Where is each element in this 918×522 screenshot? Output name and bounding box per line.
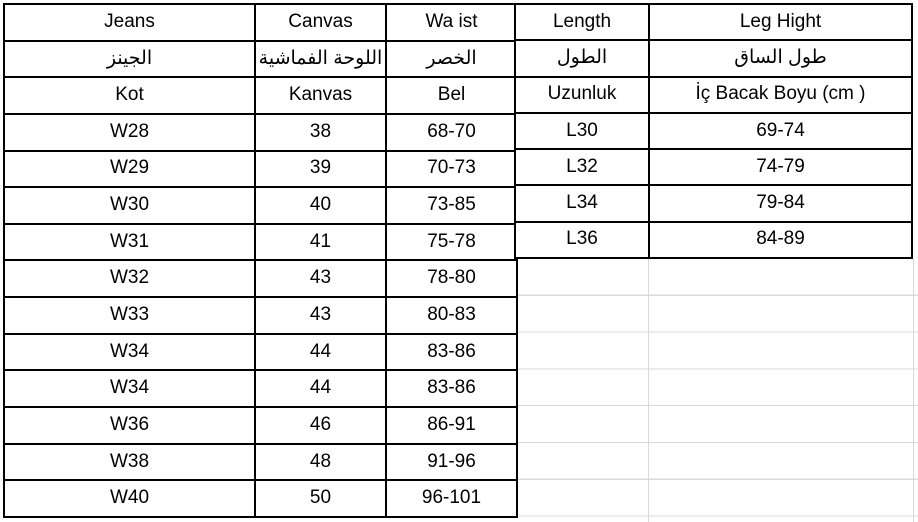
data-cell: L34 <box>514 184 650 223</box>
data-cell: 41 <box>254 222 387 262</box>
table-row: L36 84-89 <box>514 220 913 260</box>
data-cell: W30 <box>3 186 256 225</box>
header-cell: الخصر <box>385 39 518 79</box>
header-cell: Wa ist <box>385 3 518 42</box>
table-row: W33 43 80-83 <box>3 296 518 335</box>
spreadsheet-gridlines <box>514 259 918 522</box>
table-row: W40 50 96-101 <box>3 479 518 518</box>
header-row: Length Leg Hight <box>514 2 913 42</box>
data-cell: 68-70 <box>385 112 518 152</box>
data-cell: 84-89 <box>648 220 913 260</box>
data-cell: L30 <box>514 111 650 151</box>
table-row: L30 69-74 <box>514 111 913 151</box>
header-row: Kot Kanvas Bel <box>3 76 518 115</box>
header-cell: Bel <box>385 76 518 115</box>
table-row: W29 39 70-73 <box>3 149 518 189</box>
table-row: W38 48 91-96 <box>3 442 518 482</box>
data-cell: 83-86 <box>385 369 518 409</box>
data-cell: 86-91 <box>385 406 518 445</box>
table-row: W36 46 86-91 <box>3 406 518 445</box>
data-cell: 70-73 <box>385 149 518 189</box>
data-cell: 91-96 <box>385 442 518 482</box>
header-cell: Canvas <box>254 3 387 42</box>
header-cell: اللوحة الفماشية <box>254 39 387 79</box>
data-cell: L32 <box>514 148 650 187</box>
header-row: Jeans Canvas Wa ist <box>3 3 518 42</box>
data-cell: 46 <box>254 406 387 445</box>
data-cell: 80-83 <box>385 296 518 335</box>
table-row: W34 44 83-86 <box>3 332 518 372</box>
header-row: الطول طول الساق <box>514 39 913 78</box>
data-cell: W38 <box>3 442 256 482</box>
data-cell: 44 <box>254 369 387 409</box>
gridline-vertical <box>648 259 649 522</box>
gridline-vertical <box>913 259 914 522</box>
data-cell: 40 <box>254 186 387 225</box>
table-row: L32 74-79 <box>514 148 913 187</box>
data-cell: 73-85 <box>385 186 518 225</box>
data-cell: W28 <box>3 112 256 152</box>
header-row: Uzunluk İç Bacak Boyu (cm ) <box>514 75 913 114</box>
data-cell: 44 <box>254 332 387 372</box>
data-cell: L36 <box>514 220 650 260</box>
data-cell: W32 <box>3 259 256 299</box>
table-row: L34 79-84 <box>514 184 913 223</box>
data-cell: 48 <box>254 442 387 482</box>
data-cell: 78-80 <box>385 259 518 299</box>
header-cell: طول الساق <box>648 39 913 78</box>
header-cell: Kanvas <box>254 76 387 115</box>
table-row: W34 44 83-86 <box>3 369 518 409</box>
length-size-table: Length Leg Hight الطول طول الساق Uzunluk İç B… <box>514 2 913 260</box>
data-cell: 96-101 <box>385 479 518 518</box>
header-cell: الطول <box>514 39 650 78</box>
header-cell: Kot <box>3 76 256 115</box>
header-cell: İç Bacak Boyu (cm ) <box>648 75 913 114</box>
data-cell: 39 <box>254 149 387 189</box>
header-cell: Jeans <box>3 3 256 42</box>
data-cell: W31 <box>3 222 256 262</box>
data-cell: W40 <box>3 479 256 518</box>
data-cell: 69-74 <box>648 111 913 151</box>
data-cell: W33 <box>3 296 256 335</box>
table-row: W31 41 75-78 <box>3 222 518 262</box>
table-row: W28 38 68-70 <box>3 112 518 152</box>
header-cell: Length <box>514 2 650 42</box>
data-cell: W29 <box>3 149 256 189</box>
header-cell: الجينز <box>3 39 256 79</box>
data-cell: 38 <box>254 112 387 152</box>
data-cell: 75-78 <box>385 222 518 262</box>
data-cell: 50 <box>254 479 387 518</box>
data-cell: 79-84 <box>648 184 913 223</box>
header-row: الجينز اللوحة الفماشية الخصر <box>3 39 518 79</box>
data-cell: 43 <box>254 259 387 299</box>
waist-size-table: Jeans Canvas Wa ist الجينز اللوحة الفماشية ال… <box>3 3 518 518</box>
data-cell: W34 <box>3 332 256 372</box>
data-cell: 74-79 <box>648 148 913 187</box>
header-cell: Leg Hight <box>648 2 913 42</box>
data-cell: 83-86 <box>385 332 518 372</box>
data-cell: W36 <box>3 406 256 445</box>
data-cell: W34 <box>3 369 256 409</box>
table-row: W30 40 73-85 <box>3 186 518 225</box>
table-row: W32 43 78-80 <box>3 259 518 299</box>
header-cell: Uzunluk <box>514 75 650 114</box>
data-cell: 43 <box>254 296 387 335</box>
